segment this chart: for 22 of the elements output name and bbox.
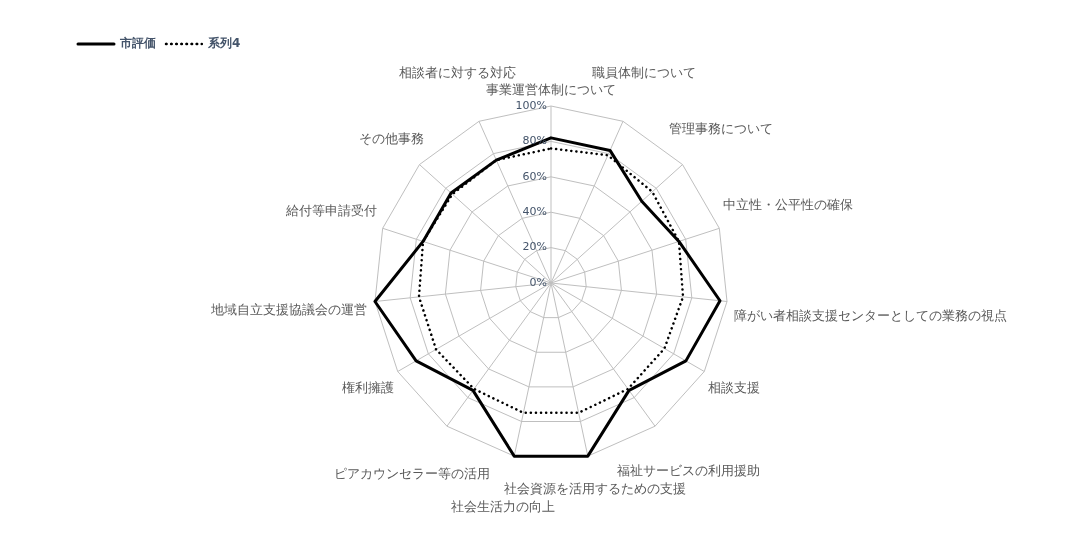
legend-label: 系列4 <box>207 36 241 51</box>
y-tick-label: 40% <box>522 205 547 219</box>
spoke-label: 社会資源を活用するための支援 <box>503 481 686 497</box>
y-tick-label: 60% <box>522 169 547 183</box>
legend-label: 市評価 <box>119 36 156 51</box>
spoke-label: 中立性・公平性の確保 <box>722 197 853 213</box>
spoke-label: 障がい者相談支援センターとしての業務の視点 <box>734 307 1008 323</box>
spoke-label: 事業運営体制について <box>486 81 616 97</box>
spoke-label: ピアカウンセラー等の活用 <box>333 466 490 482</box>
spoke-label: 相談者に対する対応 <box>399 64 517 80</box>
spoke-label: 職員体制について <box>592 65 697 81</box>
spoke-label: 相談支援 <box>707 380 760 396</box>
spoke-label: 福祉サービスの利用援助 <box>616 462 760 478</box>
y-tick-label: 0% <box>529 275 547 289</box>
spoke-label: 給付等申請受付 <box>285 203 378 219</box>
y-tick-label: 100% <box>515 98 547 112</box>
spoke-label: 地域自立支援協議会の運営 <box>210 301 368 317</box>
y-tick-label: 20% <box>522 240 547 254</box>
spoke-label: 管理事務について <box>668 121 773 137</box>
spoke-label: 社会生活力の向上 <box>451 498 556 514</box>
spoke-label: 権利擁護 <box>342 380 395 396</box>
spoke-label: その他事務 <box>359 131 425 147</box>
